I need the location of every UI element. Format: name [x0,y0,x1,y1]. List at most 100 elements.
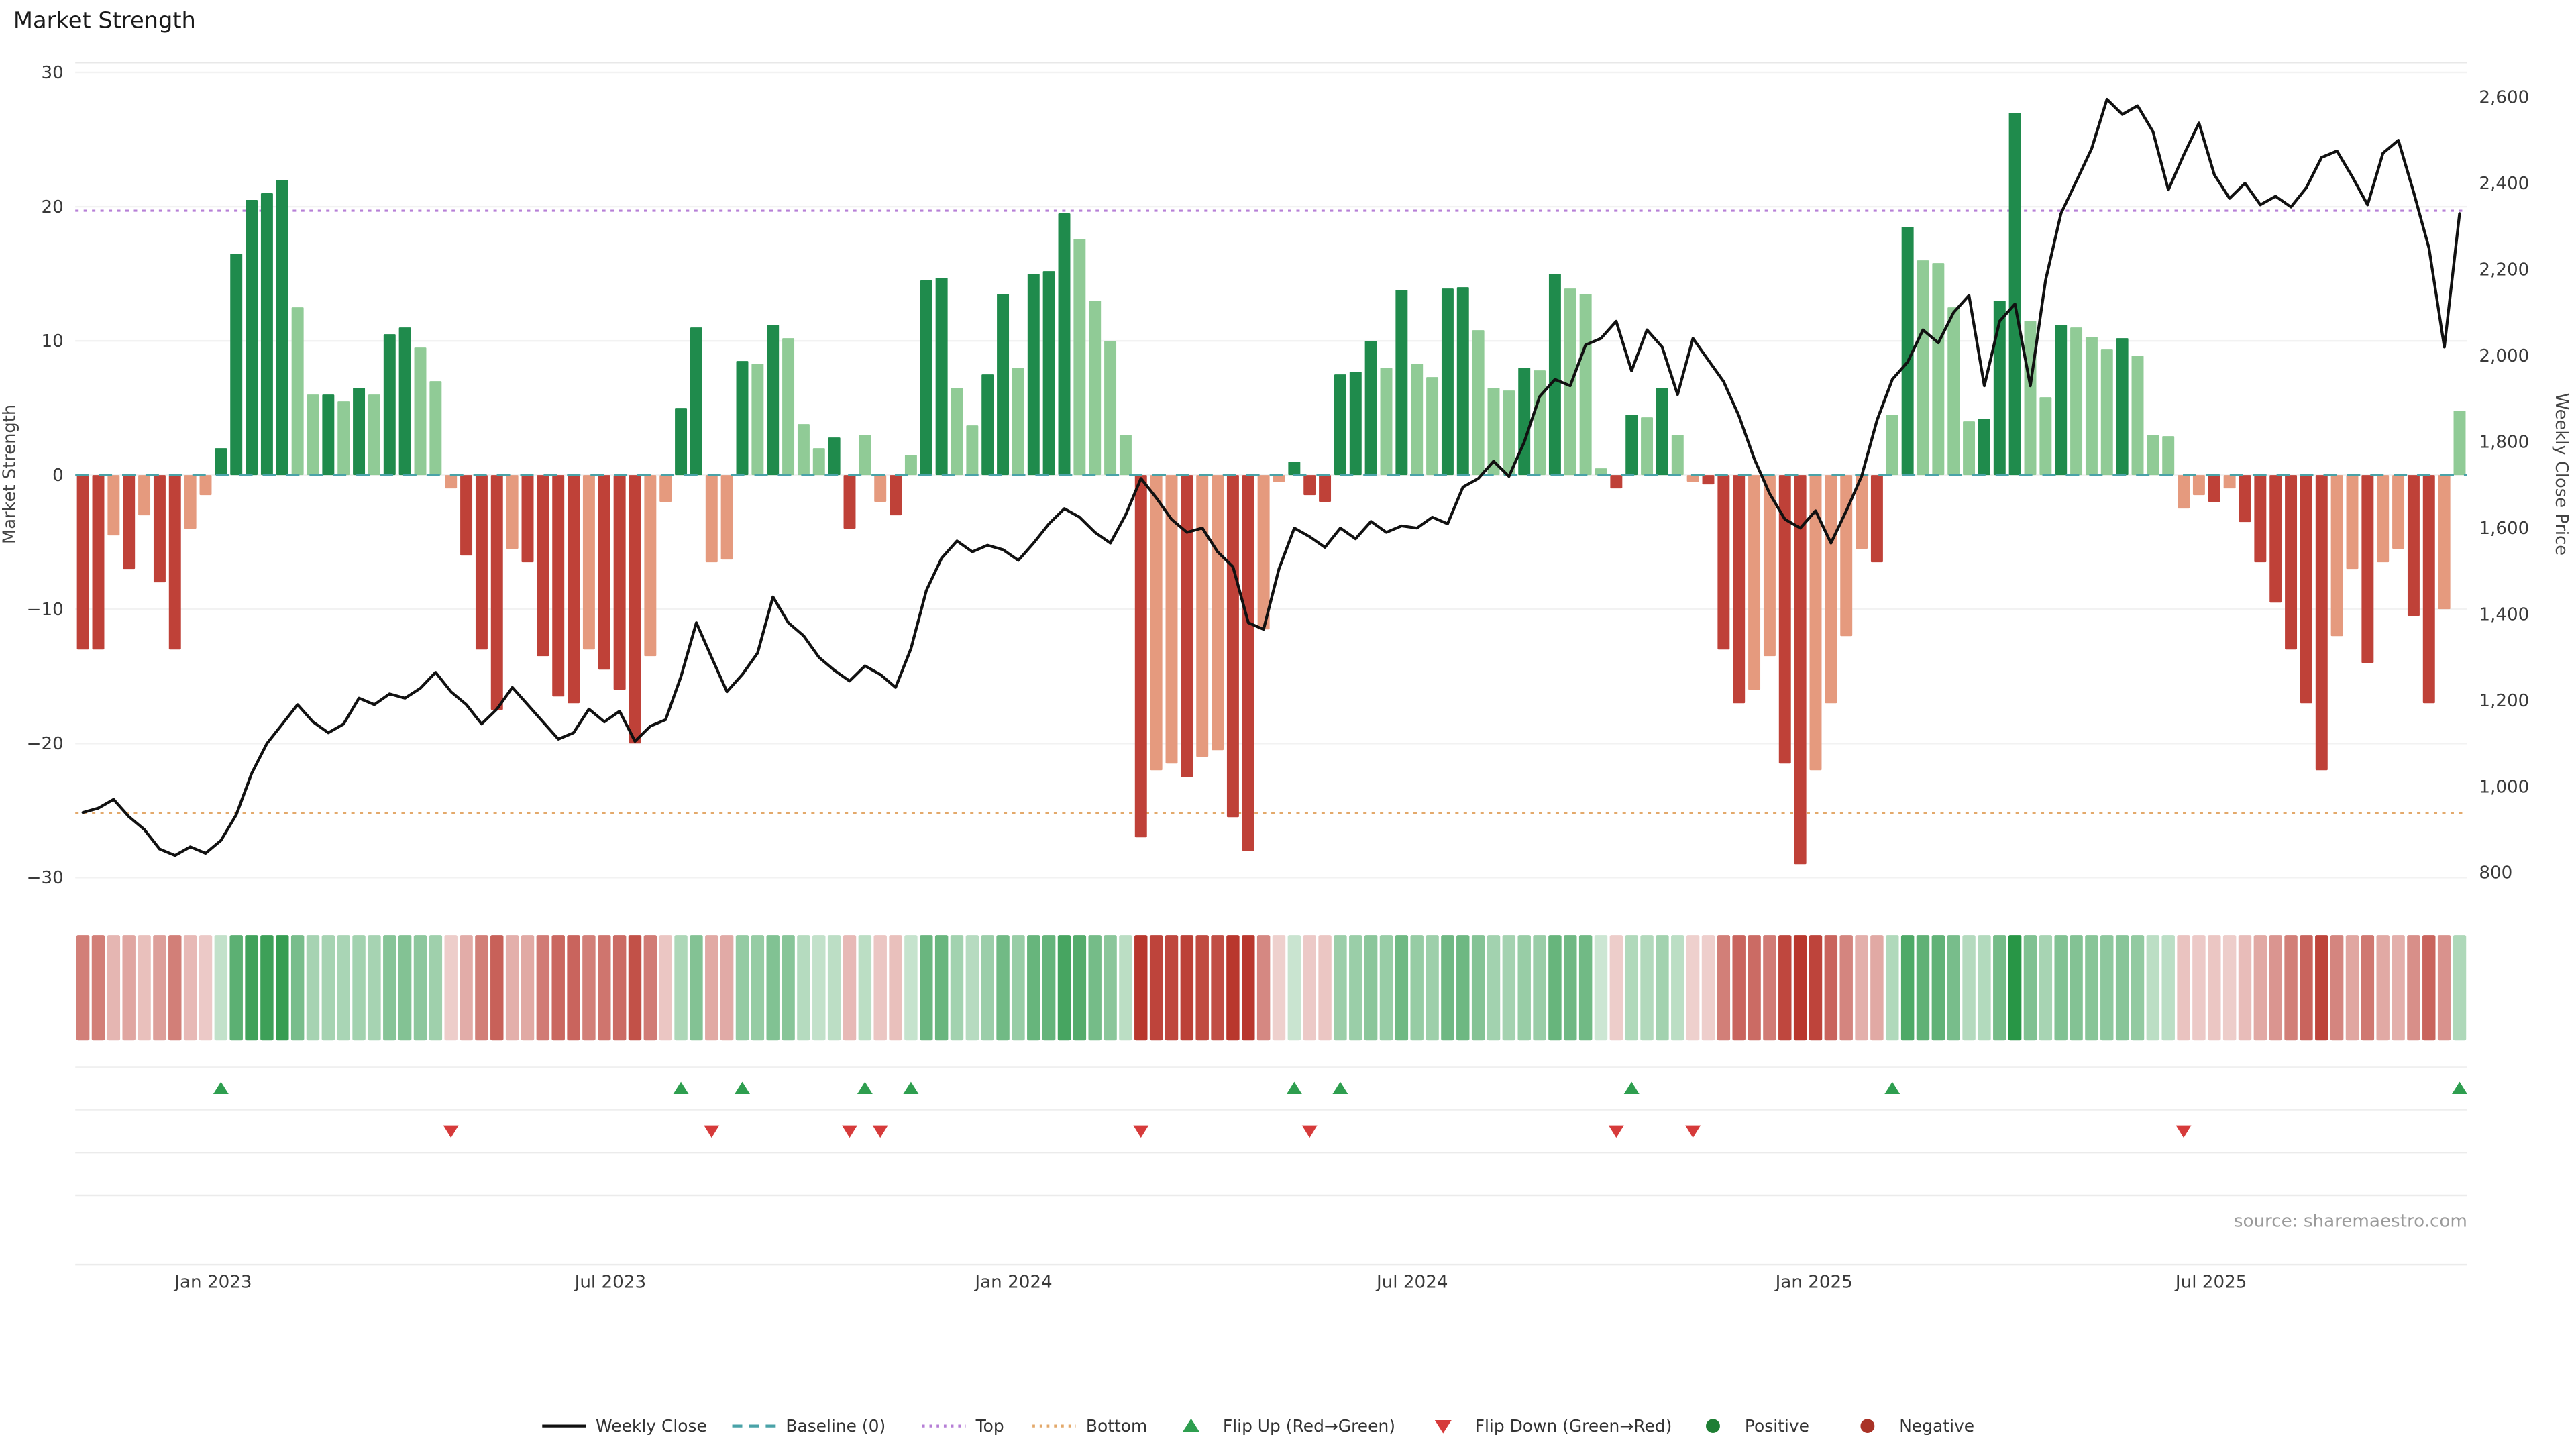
strength-bar [981,374,994,476]
left-axis-tick-label: 0 [52,466,64,486]
flip-down-marker [1133,1125,1149,1138]
strength-bar [767,325,780,476]
strength-bar [230,254,243,476]
heatmap-cell [505,935,519,1041]
heatmap-cell [2192,935,2206,1041]
strength-bar [1733,475,1746,704]
heatmap-cell [2208,935,2221,1041]
heatmap-cell [1027,935,1040,1041]
strength-bar [1456,287,1469,476]
left-axis-tick-label: 30 [41,63,63,83]
heatmap-cell [2422,935,2436,1041]
heatmap-cell [920,935,933,1041]
strength-bar [843,475,856,529]
heatmap-cell [383,935,396,1041]
legend-item: Baseline (0) [732,1416,885,1436]
strength-bar [199,475,212,496]
heatmap-cell [2008,935,2022,1041]
heatmap-cell [183,935,197,1041]
heatmap-cell [398,935,412,1041]
flip-up-marker [213,1081,229,1095]
strength-bar [1917,260,1929,476]
heatmap-strip [76,935,2467,1041]
right-axis-tick-label: 2,400 [2479,174,2529,194]
heatmap-cell [1395,935,1409,1041]
heatmap-cell [352,935,366,1041]
strength-bar [1901,227,1914,476]
heatmap-cell [290,935,305,1041]
strength-bar [153,475,166,583]
strength-bar [506,475,519,549]
heatmap-cell [659,935,672,1041]
legend-item-label: Top [975,1416,1004,1436]
legend-item-label: Bottom [1086,1416,1147,1436]
heatmap-cell [2238,935,2252,1041]
strength-bar [1518,368,1531,476]
heatmap-cell [1502,935,1516,1041]
heatmap-cell [1533,935,1546,1041]
heatmap-cell [1793,935,1807,1041]
x-axis-tick-label: Jan 2025 [1774,1273,1853,1293]
heatmap-cell [1671,935,1684,1041]
heatmap-cell [582,935,596,1041]
flip-down-marker [2176,1125,2192,1138]
strength-bar [123,475,136,570]
heatmap-cell [1104,935,1117,1041]
heatmap-cell [2146,935,2160,1041]
heatmap-cell [567,935,580,1041]
strength-bar [2254,475,2267,563]
heatmap-cell [1609,935,1623,1041]
strength-bar [429,381,442,476]
strength-bar [1595,468,1607,476]
heatmap-cell [1211,935,1224,1041]
heatmap-cell [1717,935,1731,1041]
x-axis-tick-label: Jan 2023 [173,1273,252,1293]
flip-up-marker [1286,1081,1302,1095]
strength-bar [2392,475,2405,549]
strength-bar [1273,475,1285,482]
heatmap-cell [751,935,765,1041]
heatmap-cell [1195,935,1209,1041]
heatmap-cell [2054,935,2068,1041]
strength-bar [337,401,350,476]
heatmap-cell [1748,935,1761,1041]
strength-bar [1778,475,1791,764]
strength-bar [1978,419,1990,476]
strength-bar [2116,338,2129,476]
heatmap-cell [1256,935,1271,1041]
right-axis-tick-label: 1,600 [2479,519,2529,539]
strength-bar [874,475,887,502]
strength-bar [184,475,197,529]
legend-item: Negative [1860,1416,1974,1436]
strength-bar [1150,475,1163,771]
strength-bar [2024,321,2037,476]
heatmap-cell [612,935,627,1041]
heatmap-cell [1886,935,1899,1041]
right-axis-tick-label: 1,000 [2479,777,2529,797]
heatmap-cell [2407,935,2420,1041]
heatmap-cell [2131,935,2145,1041]
heatmap-cell [107,935,121,1041]
chart-title: Market Strength [13,7,196,34]
heatmap-cell [475,935,488,1041]
strength-bar [644,475,657,657]
strength-bar [920,280,932,476]
strength-bar [675,408,688,476]
heatmap-cell [1180,935,1194,1041]
heatmap-cell [1272,935,1286,1041]
heatmap-cell [1656,935,1669,1041]
heatmap-cell [1165,935,1179,1041]
right-axis-tick-label: 800 [2479,863,2512,883]
x-axis-tick-label: Jul 2023 [574,1273,647,1293]
strength-bar [1671,435,1684,476]
flip-down-marker [1685,1125,1701,1138]
heatmap-cell [2284,935,2298,1041]
strength-bar [1242,475,1254,851]
heatmap-cell [122,935,136,1041]
flip-down-marker [443,1125,459,1138]
strength-bar [935,278,948,476]
strength-bar [2192,475,2205,496]
strength-bar [1257,475,1270,630]
right-axis-tick-label: 1,400 [2479,605,2529,625]
source-credit: source: sharemaestro.com [2234,1212,2467,1232]
